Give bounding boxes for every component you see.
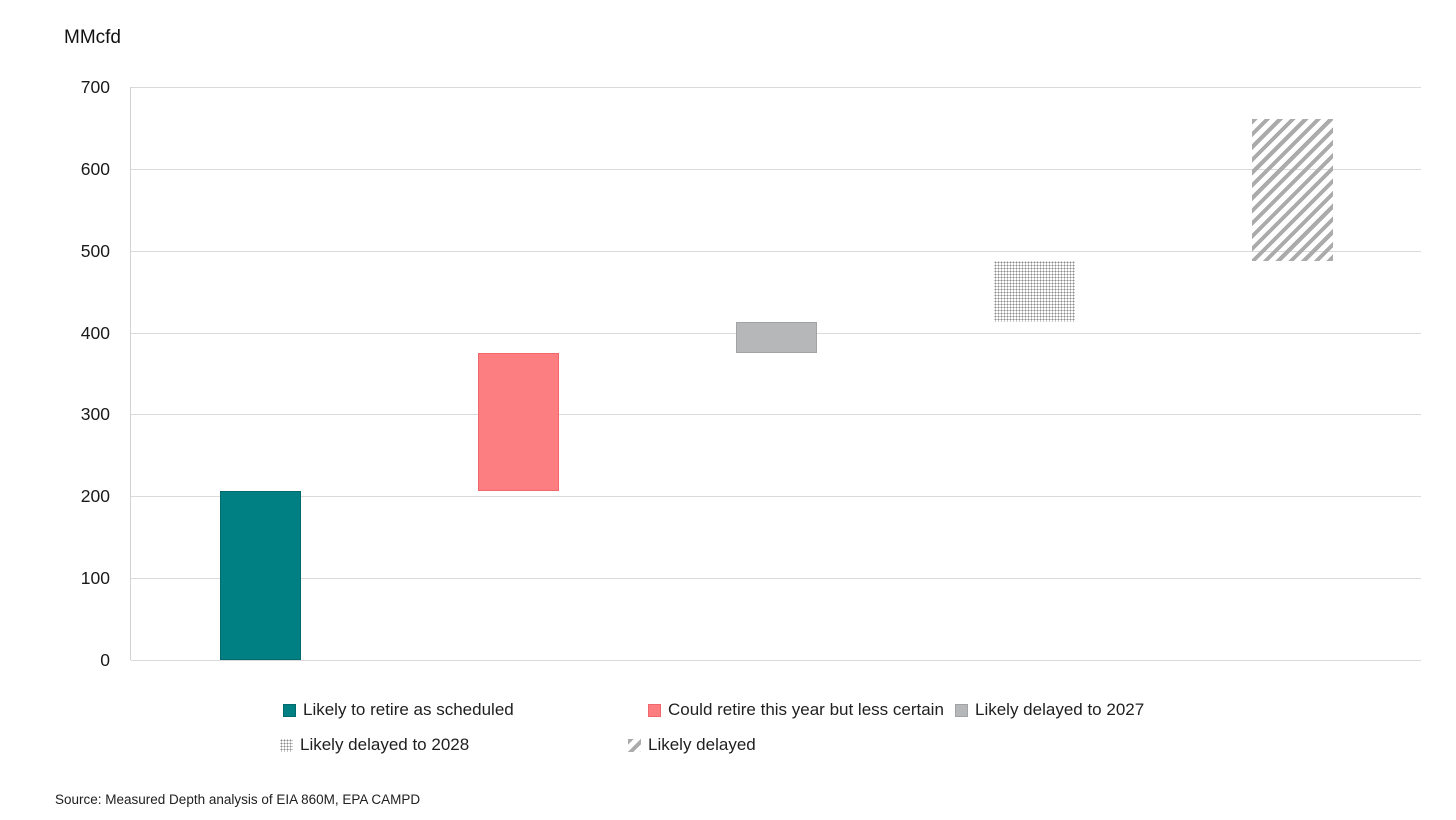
waterfall-bar-4 (993, 260, 1075, 322)
y-tick-label-100: 100 (80, 568, 110, 589)
legend-item-could-retire-this-year: Could retire this year but less certain (648, 699, 944, 721)
legend-swatch-hatched-pattern-icon (628, 738, 641, 752)
plot-area (130, 87, 1421, 661)
legend-item-likely-delayed-to-2028: Likely delayed to 2028 (280, 734, 469, 756)
legend-label: Likely delayed to 2027 (975, 700, 1145, 719)
y-tick-label-500: 500 (80, 240, 110, 261)
y-tick-label-0: 0 (100, 650, 110, 670)
legend-label: Likely delayed (648, 735, 756, 754)
y-axis-unit-label: MMcfd (64, 27, 121, 48)
y-tick-label-700: 700 (80, 77, 110, 97)
waterfall-bar-3 (735, 321, 817, 354)
legend-item-likely-delayed: Likely delayed (628, 734, 756, 756)
gridline-300 (131, 414, 1421, 416)
y-tick-label-600: 600 (80, 158, 110, 179)
waterfall-bar-1 (219, 490, 301, 660)
gridline-700 (131, 87, 1421, 88)
source-note: Source: Measured Depth analysis of EIA 8… (55, 792, 421, 807)
gridline-200 (131, 496, 1421, 498)
legend-swatch-solid-teal-icon (283, 703, 296, 717)
legend-swatch-solid-pink-icon (648, 703, 661, 717)
legend-label: Likely delayed to 2028 (300, 735, 470, 754)
y-tick-label-200: 200 (80, 486, 110, 507)
y-tick-label-300: 300 (80, 404, 110, 425)
legend-item-likely-to-retire-as-scheduled: Likely to retire as scheduled (283, 699, 514, 721)
gridline-100 (131, 578, 1421, 580)
gridline-0 (131, 660, 1421, 661)
legend-label: Likely to retire as scheduled (303, 700, 514, 719)
y-tick-label-400: 400 (80, 322, 110, 343)
waterfall-bar-5 (1251, 118, 1333, 261)
legend-swatch-dotted-pattern-icon (280, 738, 293, 752)
gridline-600 (131, 168, 1421, 170)
legend-item-likely-delayed-to-2027: Likely delayed to 2027 (955, 699, 1144, 721)
legend-label: Could retire this year but less certain (668, 700, 944, 719)
y-axis-tick-labels: 0 100 200 300 400 500 600 700 (0, 0, 130, 820)
waterfall-bar-2 (477, 353, 559, 491)
legend-swatch-solid-gray-icon (955, 703, 968, 717)
gridline-500 (131, 250, 1421, 252)
